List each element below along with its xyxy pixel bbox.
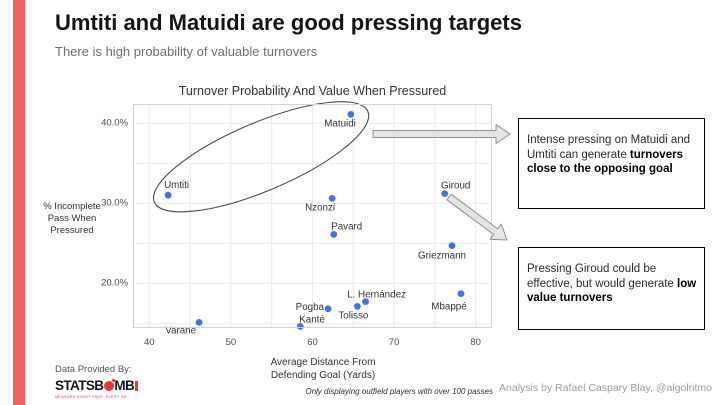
data-point-label-mbapp: Mbappé [431,302,467,313]
chart-title: Turnover Probability And Value When Pres… [178,84,447,98]
y-tick-label: 30.0% [101,197,128,209]
x-tick-label: 70 [388,337,400,348]
analysis-credit: Analysis by Rafael Caspary Blay, @algolr… [499,382,712,394]
chart-footnote: Only displaying outfield players with ov… [305,387,493,396]
highlight-ellipse [152,101,370,213]
callout-text: Pressing Giroud could be effective, but … [527,263,678,290]
page-title: Umtiti and Matuidi are good pressing tar… [55,10,522,35]
data-point-pogba [324,305,332,313]
data-point-label-tolisso: Tolisso [338,310,368,321]
x-tick-label: 60 [307,337,318,348]
data-point-label-umtiti: Umtiti [164,180,189,191]
data-point-label-giroud: Giroud [441,181,470,192]
x-tick-label: 80 [470,337,481,348]
callout-text: Intense pressing on Matuidi and Umtiti c… [527,134,691,161]
data-point-umtiti [164,191,172,199]
data-point-label-varane: Varane [165,325,196,336]
data-point-label-pogba: Pogba [296,302,325,313]
x-axis-label-line: Defending Goal (Yards) [270,370,376,381]
data-point-griezmann [448,242,456,250]
data-point-label-griezmann: Griezmann [418,251,466,262]
data-point-l-hern-ndez [362,298,369,305]
y-tick-label: 40.0% [101,117,128,129]
statsbomb-bomb-icon [103,380,114,391]
scatter-plot: Matuidi Umtiti Giroud Nzonzi Pavard Griezmann… [133,101,492,336]
statsbomb-logo: STATSB MB MEASURE EVERY PASS. EVERY SHOT.… [55,379,138,404]
accent-bar [13,0,25,405]
data-point-label-l-hern-ndez: L. Hernández [347,290,406,301]
data-point-giroud [441,190,449,197]
y-axis-label-line: Pressured [50,225,94,236]
callout-text-bold: low value turnovers [527,277,697,305]
x-tick-label: 50 [225,337,237,348]
data-point-kant [296,323,304,330]
callout-giroud: Pressing Giroud could be effective, but … [518,247,705,330]
x-tick-label: 40 [144,337,155,348]
statsbomb-logo-accent [135,381,138,391]
statsbomb-tagline: MEASURE EVERY PASS. EVERY SHOT. EVERY MO… [55,395,127,399]
data-point-label-pavard: Pavard [331,221,362,232]
y-tick-label: 20.0% [101,277,128,289]
data-point-label-kant: Kanté [299,314,325,325]
page-subtitle: There is high probability of valuable tu… [55,44,318,59]
statsbomb-logo-text-right: MB [114,378,135,393]
callout-matuidi-umtiti: Intense pressing on Matuidi and Umtiti c… [518,118,705,209]
data-point-pavard [330,231,338,238]
x-axis-label-line: Average Distance From [270,357,376,368]
data-point-label-nzonzi: Nzonzi [305,202,335,213]
data-point-tolisso [353,303,361,310]
data-point-nzonzi [328,195,336,202]
data-provider-label: Data Provided By: [55,364,132,375]
x-axis-label: Average Distance From Defending Goal (Ya… [262,356,384,382]
statsbomb-logo-text-left: STATSB [55,378,104,393]
data-point-matuidi [347,111,355,118]
data-point-varane [195,319,203,326]
data-point-label-matuidi: Matuidi [324,118,356,129]
y-axis-label-line: % Incomplete [43,201,101,212]
y-axis-label: % Incomplete Pass When Pressured [34,201,110,237]
y-axis-label-line: Pass When [47,213,97,224]
callout-text-bold: turnovers close to the opposing goal [527,148,683,176]
plot-area: Matuidi Umtiti Giroud Nzonzi Pavard Griezmann… [133,101,492,336]
data-point-mbapp [457,290,465,297]
